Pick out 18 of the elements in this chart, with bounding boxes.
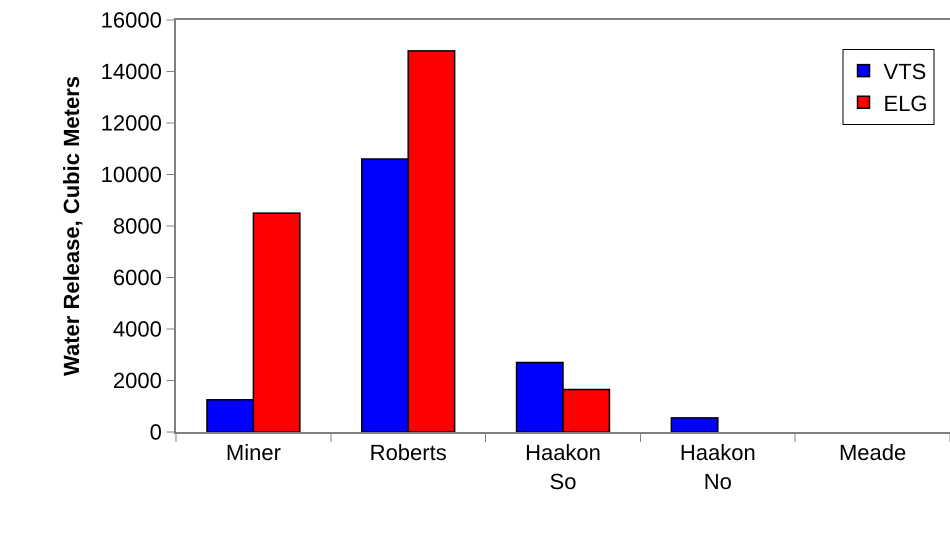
x-tick-label: Haakon No xyxy=(680,440,756,494)
y-axis-title: Water Release, Cubic Meters xyxy=(58,76,84,376)
y-tick-label: 0 xyxy=(150,420,162,445)
y-tick-label: 4000 xyxy=(112,316,162,342)
y-tick-label: 2000 xyxy=(112,368,162,394)
y-tick-label: 12000 xyxy=(100,110,162,136)
x-tick-label: Meade xyxy=(838,440,906,466)
y-tick-label: 16000 xyxy=(100,8,162,33)
legend-label: VTS xyxy=(884,59,926,84)
x-tick-label: Miner xyxy=(226,440,281,466)
legend-label: ELG xyxy=(884,90,928,116)
bar xyxy=(670,417,719,432)
x-tick-label: Haakon So xyxy=(525,440,601,494)
y-tick-label: 8000 xyxy=(112,214,162,239)
y-tick-label: 14000 xyxy=(100,59,162,84)
y-tick-label: 6000 xyxy=(112,265,162,290)
x-tick-label: Roberts xyxy=(370,440,447,466)
y-tick-label: 10000 xyxy=(100,162,162,188)
